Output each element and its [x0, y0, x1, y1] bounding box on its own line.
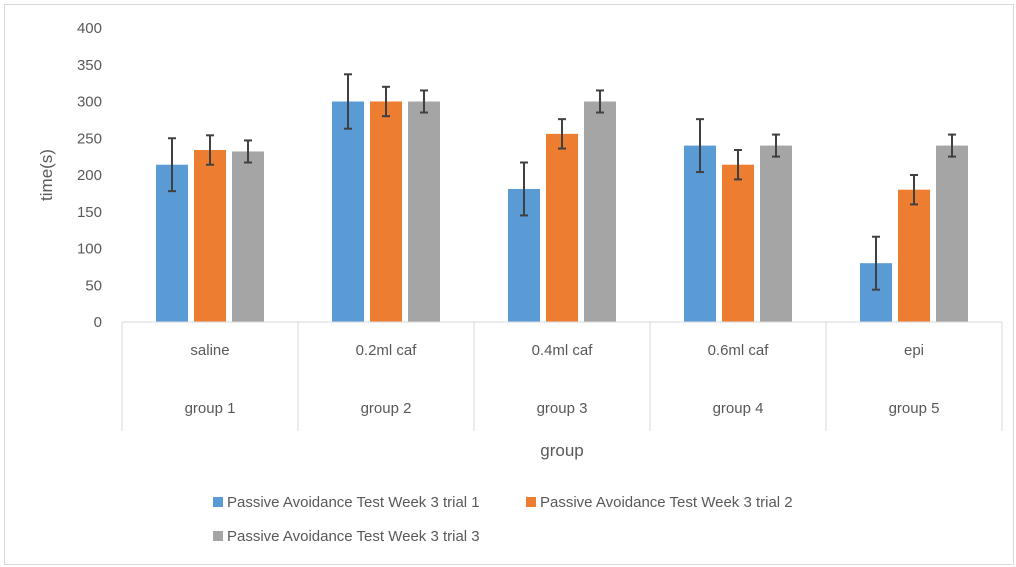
bar [898, 189, 930, 322]
x-tick-label: 0.2ml caf [356, 342, 418, 359]
bar [332, 101, 364, 322]
y-tick-label: 350 [77, 57, 102, 74]
bar [370, 101, 402, 322]
x-group-label: group 2 [361, 400, 412, 417]
bar [408, 101, 440, 322]
bar [936, 145, 968, 322]
y-tick-label: 200 [77, 167, 102, 184]
category-labels: saline group 1 0.2ml caf group 2 0.4ml caf gr… [185, 342, 940, 417]
bar [232, 151, 264, 322]
y-tick-label: 300 [77, 94, 102, 111]
legend-swatch [213, 531, 223, 541]
bar [546, 133, 578, 322]
y-tick-label: 400 [77, 20, 102, 37]
y-tick-label: 100 [77, 241, 102, 258]
legend: Passive Avoidance Test Week 3 trial 1 Pas… [213, 494, 793, 545]
legend-label: Passive Avoidance Test Week 3 trial 1 [227, 494, 480, 511]
x-tick-label: 0.6ml caf [708, 342, 770, 359]
y-tick-label: 50 [85, 277, 102, 294]
legend-label: Passive Avoidance Test Week 3 trial 2 [540, 494, 793, 511]
x-group-label: group 5 [889, 400, 940, 417]
error-bars-layer [168, 73, 956, 291]
bar [584, 101, 616, 322]
x-group-label: group 4 [713, 400, 764, 417]
bar [760, 145, 792, 322]
x-group-label: group 3 [537, 400, 588, 417]
bar [722, 164, 754, 322]
legend-swatch [213, 497, 223, 507]
y-axis-title: time(s) [37, 149, 56, 201]
y-tick-label: 150 [77, 204, 102, 221]
y-tick-label: 0 [94, 314, 102, 331]
y-tick-label: 250 [77, 130, 102, 147]
legend-label: Passive Avoidance Test Week 3 trial 3 [227, 528, 480, 545]
x-tick-label: epi [904, 342, 924, 359]
bars-layer [156, 101, 968, 322]
y-axis-ticks: 0 50 100 150 200 250 300 350 400 [77, 20, 102, 331]
bar [194, 150, 226, 322]
x-tick-label: saline [190, 342, 229, 359]
legend-swatch [526, 497, 536, 507]
x-axis-title: group [540, 441, 583, 460]
x-group-label: group 1 [185, 400, 236, 417]
bar [684, 145, 716, 322]
axis-lines [121, 321, 1003, 431]
x-tick-label: 0.4ml caf [532, 342, 594, 359]
